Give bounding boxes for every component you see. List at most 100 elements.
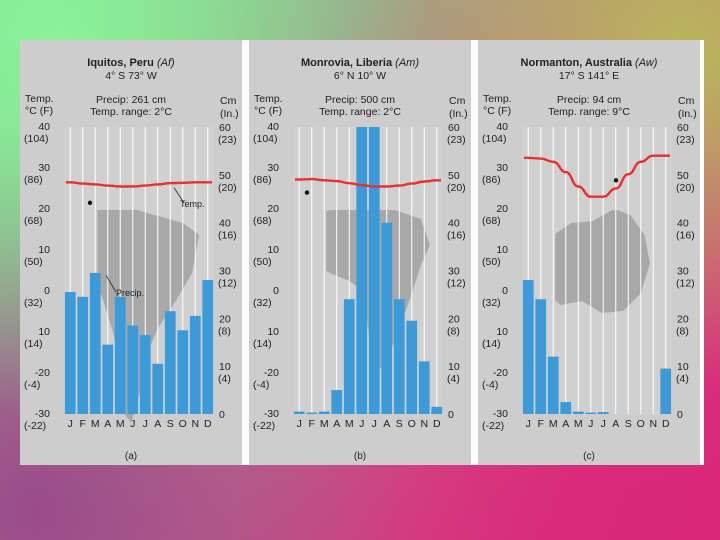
temp-tick-label: -20: [493, 367, 508, 379]
precip-tick-in-label: (16): [447, 230, 466, 242]
panel-label: (a): [125, 451, 137, 462]
precip-bar-M: [89, 272, 101, 414]
temp-axis-unit: °C (F): [483, 105, 511, 117]
temp-tick-label: 30: [496, 162, 508, 174]
precip-bar-S: [393, 299, 405, 414]
temp-annotation: Temp.: [180, 199, 205, 209]
precip-bar-F: [306, 412, 318, 414]
climate-code: (Af): [157, 57, 175, 69]
precip-bar-N: [418, 361, 430, 414]
temp-tick-label: 10: [496, 326, 508, 338]
month-label: J: [68, 418, 73, 430]
station-location-marker: [613, 178, 619, 183]
temp-tick-f-label: (68): [253, 215, 272, 227]
precip-bar-J: [585, 412, 597, 414]
month-label: N: [191, 418, 199, 430]
climograph-panel-1: Iquitos, Peru (Af)4° S 73° W Precip: 261 …: [20, 40, 242, 465]
month-label: A: [104, 418, 111, 430]
panel-title: Iquitos, Peru (Af): [87, 57, 175, 69]
climograph-panel-2: Monrovia, Liberia (Am)6° N 10° W Precip: …: [249, 40, 471, 465]
temp-tick-label: 10: [267, 326, 279, 338]
slide-frame: Iquitos, Peru (Af) 4° S 73° W Precip: 261 …: [20, 40, 704, 465]
precip-total: Precip: 94 cm: [557, 94, 621, 106]
month-label: M: [116, 418, 125, 430]
precip-bar-M: [318, 411, 330, 414]
temp-range: Temp. range: 9°C: [548, 106, 630, 118]
temp-tick-label: 40: [38, 121, 50, 133]
precip-bar-O: [177, 330, 189, 414]
precip-tick-in-label: (20): [218, 182, 237, 194]
precip-tick-in-label: (16): [676, 230, 695, 242]
temperature-line: [66, 181, 212, 188]
month-label: M: [345, 418, 354, 430]
precip-tick-label: 50: [448, 170, 460, 182]
precip-tick-in-label: (16): [218, 230, 237, 242]
precip-bar-A: [152, 363, 164, 414]
temp-tick-label: -30: [493, 408, 508, 420]
month-label: S: [396, 418, 403, 430]
month-label: A: [383, 418, 390, 430]
temp-tick-label: 30: [38, 162, 50, 174]
precip-bar-M: [343, 299, 355, 414]
precip-tick-in-label: (12): [676, 278, 695, 290]
precip-tick-label: 40: [448, 218, 460, 230]
month-label: J: [359, 418, 364, 430]
temp-tick-f-label: (-22): [253, 420, 275, 432]
temp-axis-title: Temp.: [254, 93, 283, 105]
precip-bar-M: [114, 296, 126, 414]
precip-bar-F: [77, 296, 89, 414]
temp-tick-label: 0: [502, 285, 508, 297]
precip-tick-label: 0: [677, 409, 683, 421]
map-silhouette: [555, 210, 650, 313]
panel-title: Normanton, Australia (Aw): [521, 57, 658, 69]
precip-tick-label: 10: [677, 361, 689, 373]
precip-total: Precip: 261 cm: [96, 94, 166, 106]
precip-tick-label: 10: [219, 361, 231, 373]
month-label: F: [80, 418, 86, 430]
precip-tick-label: 60: [677, 122, 689, 134]
precip-bar-J: [127, 325, 139, 414]
temp-tick-f-label: (50): [24, 256, 43, 268]
month-label: O: [179, 418, 187, 430]
precip-axis-title: Cm: [449, 95, 466, 107]
precip-bar-J: [368, 127, 380, 414]
precip-axis-title: Cm: [678, 95, 695, 107]
temp-axis-title: Temp.: [483, 93, 512, 105]
precip-tick-in-label: (8): [447, 325, 460, 337]
month-label: O: [408, 418, 416, 430]
precip-bar-D: [660, 368, 672, 414]
precip-tick-in-label: (20): [447, 182, 466, 194]
station-coords: 6° N 10° W: [334, 70, 386, 82]
precip-axis-title: Cm: [220, 95, 237, 107]
precip-tick-in-label: (12): [447, 278, 466, 290]
annotation-leader: [173, 187, 185, 204]
temperature-line: [295, 177, 441, 188]
precip-axis-unit: (In.): [678, 108, 697, 120]
month-label: M: [549, 418, 558, 430]
month-label: D: [662, 418, 670, 430]
precip-tick-label: 40: [219, 218, 231, 230]
month-label: N: [420, 418, 428, 430]
precip-bar-A: [331, 390, 343, 414]
temp-tick-f-label: (14): [482, 338, 501, 350]
precip-tick-label: 60: [448, 122, 460, 134]
precip-tick-in-label: (8): [218, 325, 231, 337]
temp-tick-label: 40: [496, 121, 508, 133]
climate-code: (Aw): [635, 57, 658, 69]
month-label: J: [526, 418, 531, 430]
temp-tick-label: 20: [496, 203, 508, 215]
temp-tick-f-label: (-4): [482, 379, 498, 391]
precip-bar-J: [356, 127, 368, 414]
temp-tick-f-label: (86): [24, 174, 43, 186]
month-label: A: [562, 418, 569, 430]
temp-tick-label: 20: [38, 203, 50, 215]
temp-tick-f-label: (-4): [253, 379, 269, 391]
temp-tick-f-label: (68): [24, 215, 43, 227]
temp-axis-unit: °C (F): [25, 105, 53, 117]
precip-bar-N: [189, 315, 201, 414]
precip-tick-in-label: (8): [676, 325, 689, 337]
temp-tick-label: 10: [38, 244, 50, 256]
temp-tick-label: -30: [264, 408, 279, 420]
temp-tick-f-label: (86): [253, 174, 272, 186]
temp-tick-f-label: (14): [24, 338, 43, 350]
